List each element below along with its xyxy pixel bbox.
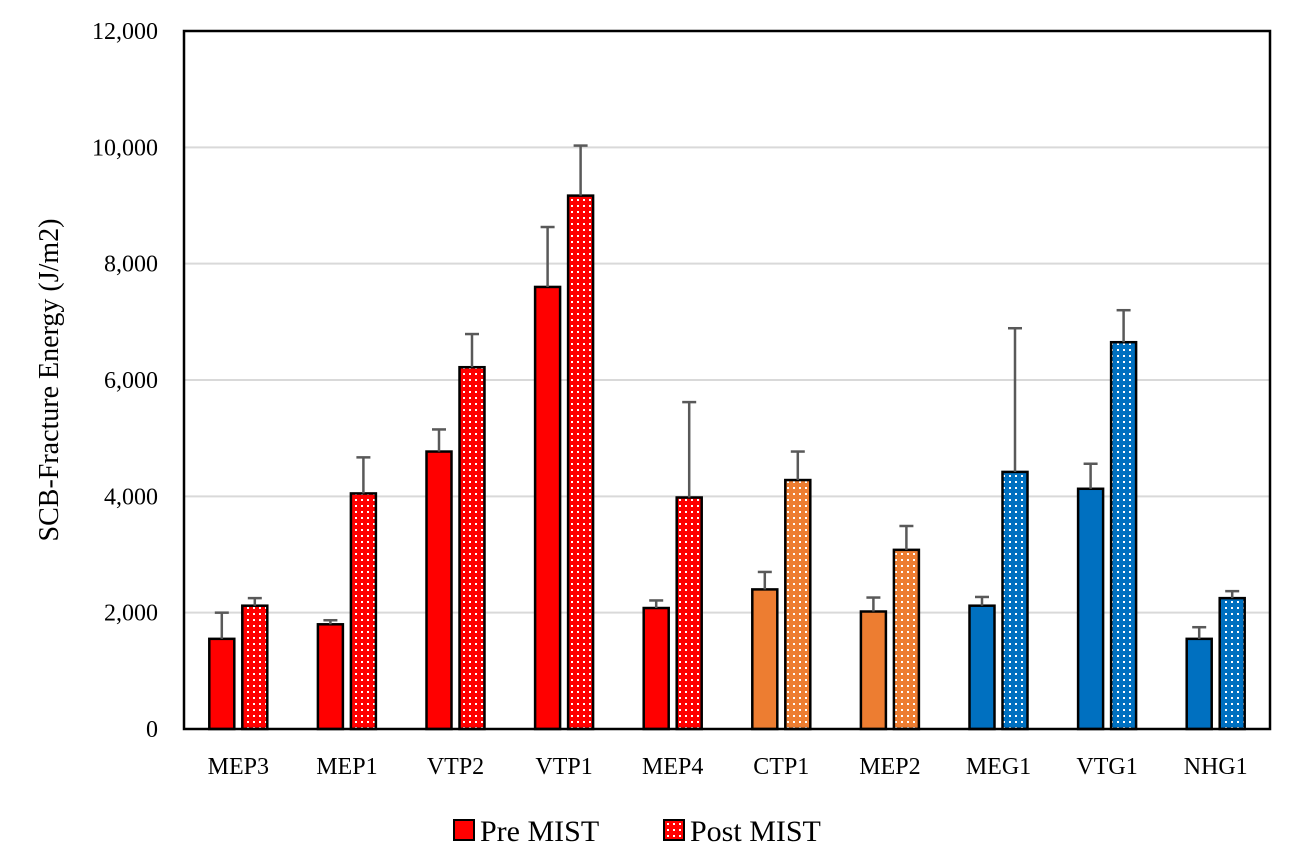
error-bar [866, 596, 881, 612]
x-tick-label: VTG1 [1076, 754, 1137, 780]
bar-nhg1-post-mist [1218, 596, 1246, 731]
error-bar [899, 524, 914, 550]
bar-vtp1-pre-mist [533, 285, 562, 731]
y-tick-label: 0 [146, 717, 158, 743]
error-bar [1116, 308, 1131, 343]
error-bar [573, 144, 588, 196]
error-bar [790, 450, 805, 481]
bar-mep1-pre-mist [316, 623, 345, 731]
legend-swatch [663, 819, 685, 841]
legend-label: Post MIST [690, 815, 821, 848]
bar-ctp1-post-mist [784, 478, 812, 731]
bar-vtg1-post-mist [1109, 340, 1138, 731]
error-bar [757, 570, 772, 590]
bar-nhg1-pre-mist [1185, 637, 1213, 731]
bar-meg1-post-mist [1001, 470, 1029, 731]
x-tick-label: MEG1 [966, 754, 1031, 780]
bar-mep4-post-mist [675, 496, 703, 731]
bar-meg1-pre-mist [968, 604, 996, 731]
error-bar [1083, 462, 1098, 489]
error-bar [432, 428, 446, 452]
error-bar [540, 225, 555, 287]
error-bar [1192, 625, 1207, 639]
x-tick-label: MEP2 [859, 754, 920, 780]
error-bar [356, 456, 371, 494]
bar-mep2-pre-mist [859, 610, 888, 731]
bar-vtp2-pre-mist [425, 450, 453, 731]
x-tick-label: MEP1 [316, 754, 377, 780]
bar-vtg1-pre-mist [1076, 487, 1105, 731]
x-tick-label: NHG1 [1184, 754, 1248, 780]
error-bar [1008, 326, 1022, 472]
error-bar [214, 611, 229, 639]
bar-mep3-pre-mist [208, 637, 236, 731]
x-tick-label: CTP1 [753, 754, 809, 780]
legend-label: Pre MIST [480, 815, 599, 848]
error-bar [323, 618, 338, 625]
legend-swatch [453, 819, 475, 841]
plot-area-frame [182, 29, 1272, 731]
y-tick-label: 4,000 [104, 484, 158, 510]
y-tick-label: 12,000 [92, 19, 158, 45]
error-bar [247, 596, 262, 606]
bars [208, 194, 1246, 731]
error-bar [975, 595, 989, 606]
error-bar [465, 332, 479, 368]
error-bar [1225, 589, 1240, 599]
bar-mep1-post-mist [349, 492, 378, 731]
gridlines [184, 146, 1270, 614]
x-tick-label: VTP2 [427, 754, 484, 780]
x-tick-label: MEP3 [208, 754, 269, 780]
x-tick-label: VTP1 [535, 754, 592, 780]
y-tick-label: 8,000 [104, 252, 158, 278]
bar-vtp2-post-mist [458, 365, 486, 731]
legend-item: Post MIST [663, 815, 821, 848]
x-tick-label: MEP4 [642, 754, 703, 780]
bar-mep4-pre-mist [642, 606, 670, 731]
error-bars [214, 144, 1240, 639]
bar-ctp1-pre-mist [751, 588, 779, 731]
legend-item: Pre MIST [453, 815, 599, 848]
legend: Pre MIST Post MIST [453, 815, 821, 848]
y-tick-label: 6,000 [104, 368, 158, 394]
y-tick-label: 2,000 [104, 601, 158, 627]
error-bar [682, 400, 697, 498]
bar-vtp1-post-mist [566, 194, 595, 731]
error-bar [649, 599, 664, 609]
y-axis-ticks: 0 2,000 4,000 6,000 8,000 10,000 12,000 [92, 19, 158, 743]
bar-mep3-post-mist [241, 604, 269, 731]
y-axis-title: SCB-Fracture Energy (J/m2) [34, 219, 65, 542]
x-axis-ticks: MEP3 MEP1 VTP2 VTP1 MEP4 CTP1 MEP2 MEG1 VTG1 NHG1 [208, 754, 1248, 780]
bar-mep2-post-mist [892, 548, 921, 731]
y-tick-label: 10,000 [92, 135, 158, 161]
